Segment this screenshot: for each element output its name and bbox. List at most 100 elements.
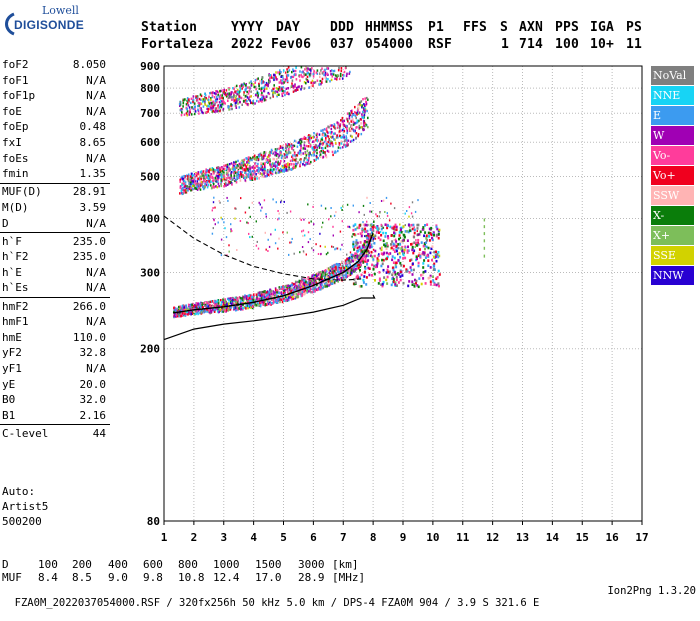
echo-point [327,281,329,285]
echo-point [417,238,420,242]
echo-point [354,256,357,259]
header-label: S [500,20,509,35]
echo-point [302,147,305,150]
echo-point [284,93,286,97]
echo-point [362,107,365,110]
echo-point [208,309,211,312]
echo-point [253,303,256,306]
echo-point [257,77,259,80]
echo-point [303,279,305,282]
echo-point [349,140,352,143]
echo-point [197,307,199,310]
echo-point [315,139,317,142]
parameter-value: 8.65 [79,136,107,149]
echo-point [300,85,303,88]
echo-point [349,226,351,229]
echo-point [302,283,305,287]
echo-point [425,245,428,249]
echo-point [267,83,270,86]
echo-point [180,307,183,310]
echo-point [308,286,310,290]
echo-point [179,109,182,112]
echo-point [261,81,264,84]
echo-point [199,184,202,187]
echo-point [294,283,296,286]
echo-point [381,246,383,249]
echo-point [312,205,314,208]
echo-point [246,161,248,164]
echo-point [430,226,433,230]
echo-point [386,275,389,279]
echo-point [308,281,310,284]
echo-point [312,136,314,139]
echo-point [268,92,271,96]
echo-point [372,258,375,261]
echo-point [234,296,237,300]
echo-point [370,231,373,234]
echo-point [288,145,291,149]
echo-point [346,131,348,135]
echo-point [192,307,195,310]
echo-point [316,283,318,287]
echo-point [181,314,184,317]
muf-value: 9.8 [143,571,163,584]
echo-point [391,240,394,243]
echo-point [330,274,333,277]
echo-point [226,95,228,98]
echo-point [413,283,415,286]
echo-point [283,167,286,170]
echo-point [361,115,363,119]
echo-point [406,251,409,254]
echo-point [267,159,270,162]
echo-point [262,80,264,83]
echo-point [318,144,321,147]
echo-point [282,156,285,160]
echo-point [315,71,318,74]
echo-point [280,89,283,92]
parameter-value: N/A [86,216,106,230]
echo-point [175,313,177,316]
echo-point [235,300,237,304]
echo-point [226,303,228,306]
echo-point [273,76,275,79]
echo-point [284,169,286,172]
echo-point [304,151,307,154]
echo-point [249,158,251,162]
echo-point [359,269,361,272]
echo-point [275,168,277,171]
echo-point [269,74,271,77]
echo-point [278,217,280,220]
echo-point [349,134,352,138]
parameter-row: h`Es N/A [0,280,110,296]
echo-point [240,96,243,100]
parameter-row: hmF2 266.0 [0,299,110,315]
echo-point [426,239,428,242]
echo-point [252,169,255,173]
echo-point [282,148,285,151]
echo-point [395,261,398,265]
echo-point [349,113,352,116]
echo-point [342,134,345,137]
echo-point [204,302,207,306]
header-label: YYYY [231,20,264,35]
logo-line-2: DIGISONDE [14,18,85,32]
echo-point [253,171,255,174]
echo-point [359,241,362,244]
echo-point [274,165,277,168]
echo-point [225,89,228,92]
echo-point [394,223,397,227]
echo-point [434,255,437,259]
echo-point [222,97,224,100]
echo-point [436,227,439,231]
echo-point [432,279,435,282]
echo-point [366,250,368,253]
echo-point [407,249,410,252]
echo-point [321,67,323,70]
echo-point [404,256,407,260]
footer: FZA0M_2022037054000.RSF / 320fx256h 50 k… [2,585,698,621]
echo-point [253,168,255,171]
echo-point [390,234,393,237]
echo-point [325,137,327,140]
echo-point [223,173,225,176]
echo-point [274,148,277,151]
